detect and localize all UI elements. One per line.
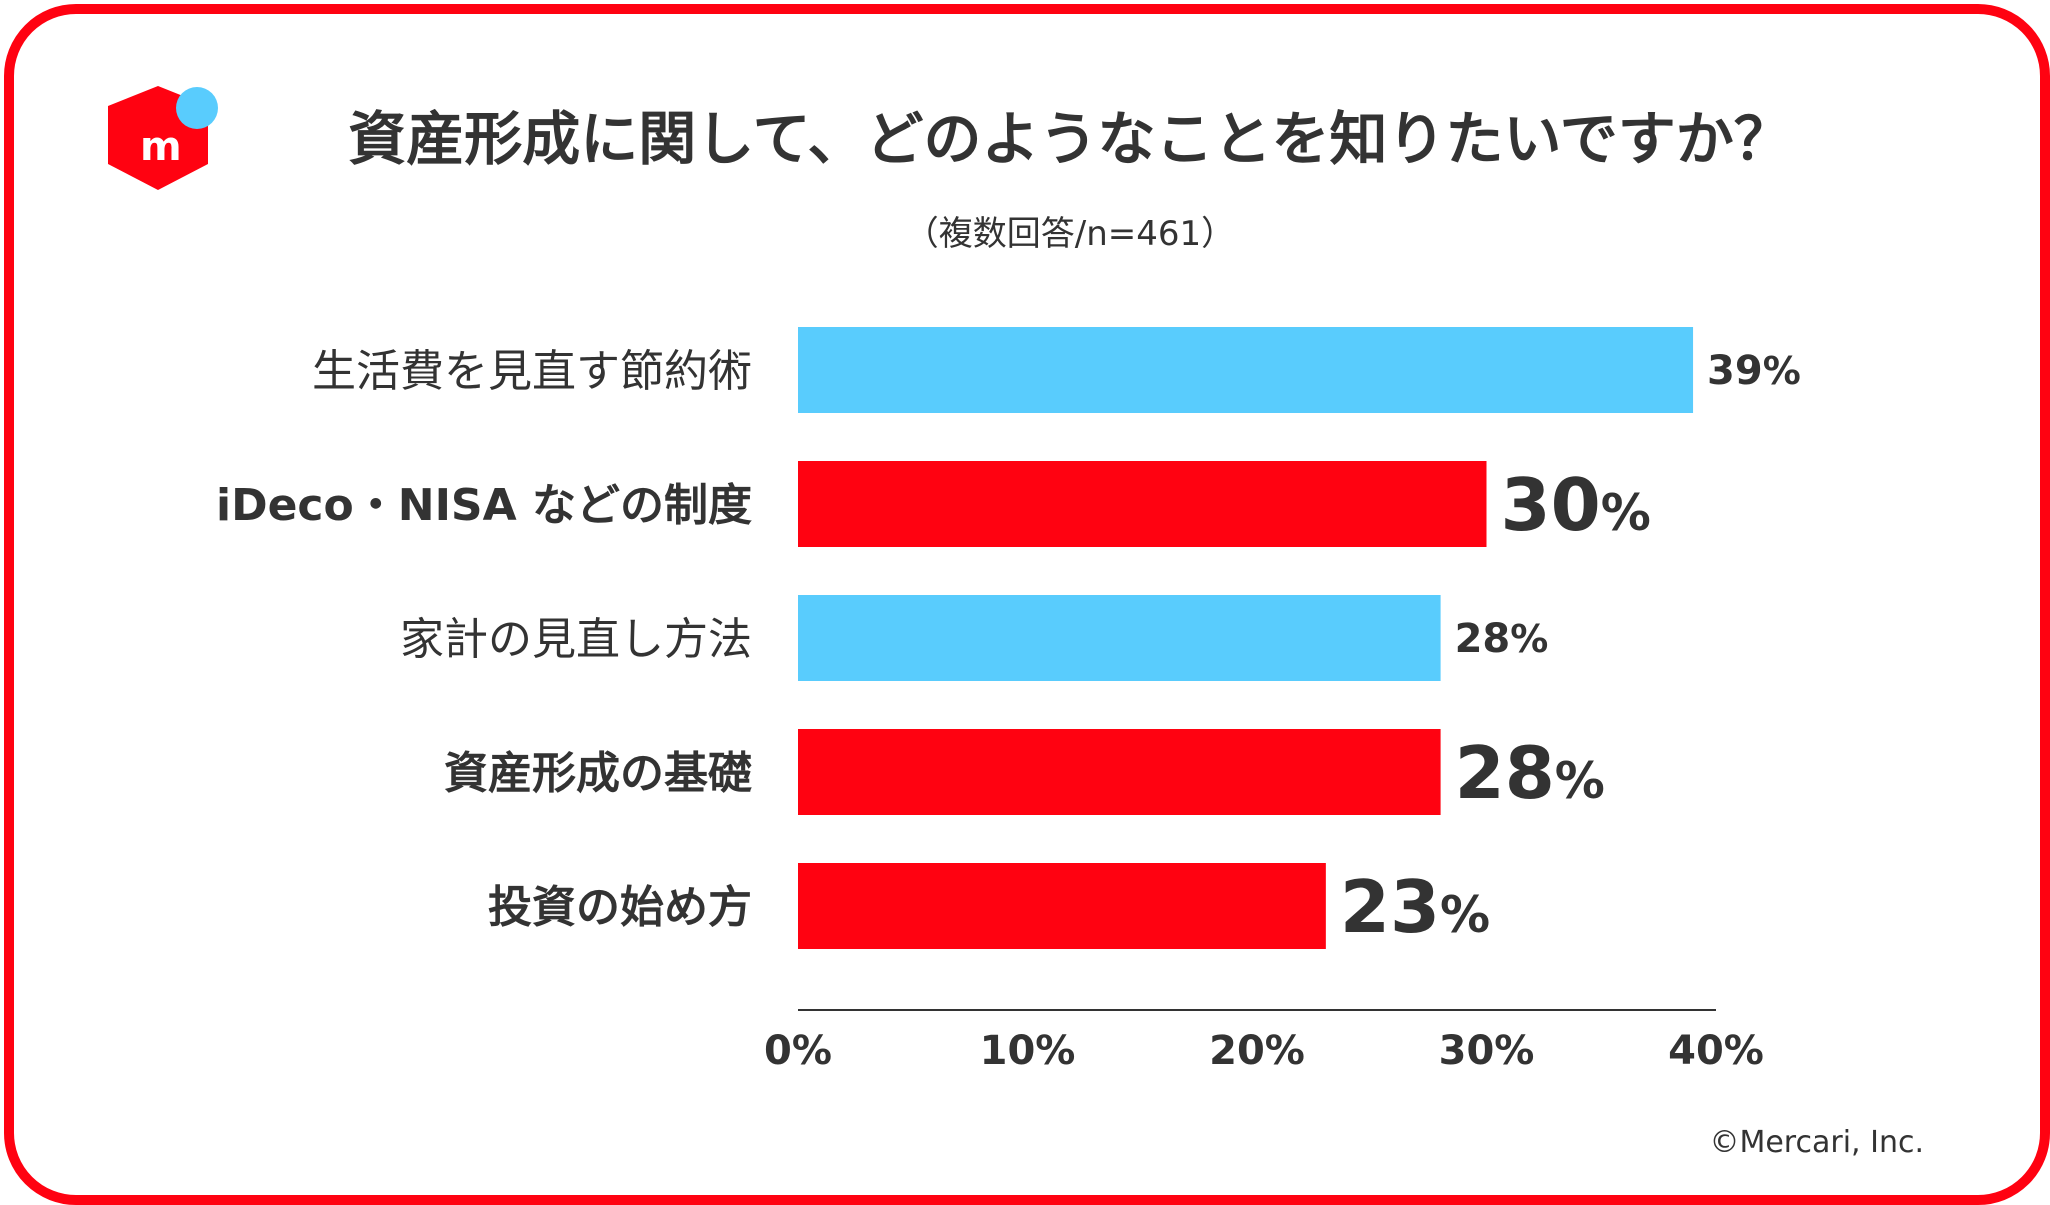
category-label: 資産形成の基礎 (444, 748, 752, 799)
x-tick-label: 0% (764, 1028, 832, 1074)
mercari-logo-icon: m (108, 86, 218, 190)
bar (798, 327, 1694, 413)
bar (798, 461, 1487, 547)
bar (798, 729, 1441, 815)
chart-title: 資産形成に関して、どのようなことを知りたいですか？ (348, 105, 1792, 173)
value-label: 23% (1340, 865, 1490, 949)
x-tick-label: 20% (1209, 1028, 1305, 1074)
value-label: 30% (1501, 463, 1651, 547)
svg-text:m: m (140, 124, 182, 170)
bar (798, 595, 1441, 681)
copyright-text: ©Mercari, Inc. (1709, 1125, 1924, 1160)
value-label: 28% (1455, 731, 1605, 815)
category-label: 家計の見直し方法 (400, 614, 752, 665)
value-label: 28% (1455, 616, 1549, 662)
category-label: 生活費を見直す節約術 (312, 346, 752, 397)
category-label: iDeco・NISA などの制度 (216, 480, 752, 531)
x-tick-label: 40% (1668, 1028, 1764, 1074)
category-label: 投資の始め方 (488, 882, 752, 933)
x-tick-label: 30% (1439, 1028, 1535, 1074)
x-tick-label: 10% (980, 1028, 1076, 1074)
chart-subtitle: （複数回答/n=461） (904, 214, 1236, 254)
bar (798, 863, 1326, 949)
value-label: 39% (1707, 348, 1801, 394)
